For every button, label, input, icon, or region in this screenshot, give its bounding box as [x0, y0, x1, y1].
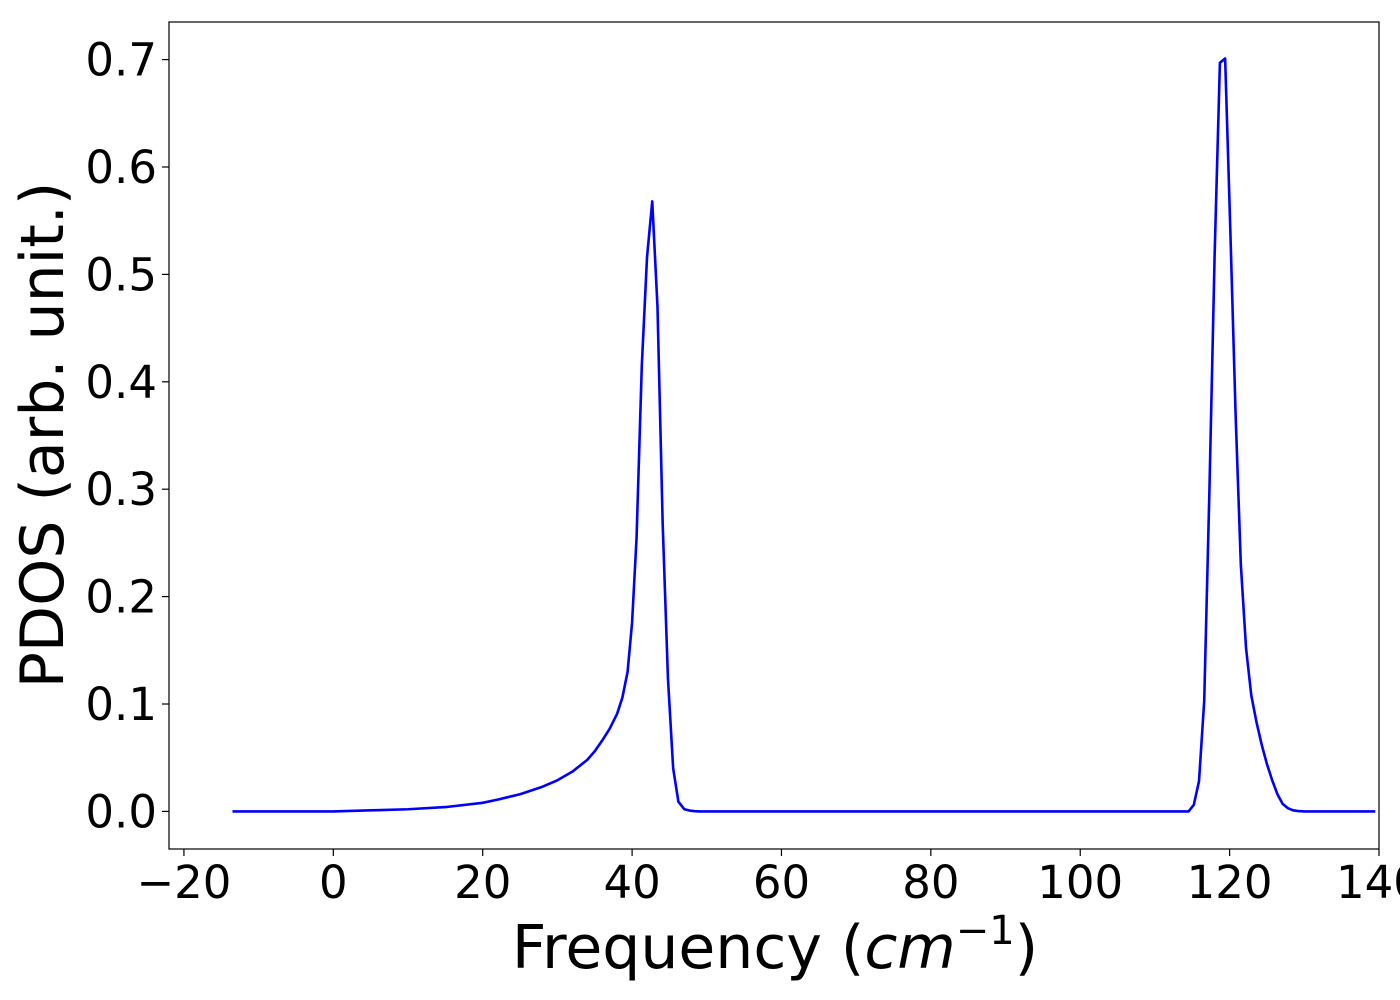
y-axis-label: PDOS (arb. unit.) [8, 182, 78, 689]
y-tick-label: 0.4 [85, 356, 157, 409]
x-axis-ticks: −20 0 20 40 60 80 100 120 140 [136, 849, 1400, 909]
plot-area [168, 21, 1380, 850]
y-tick-label: 0.6 [85, 141, 157, 194]
series-line-0 [232, 57, 1376, 813]
y-tick-label: 0.5 [85, 248, 157, 301]
series-layer [232, 57, 1376, 813]
x-axis-label: Frequency (cm−1) [512, 908, 1038, 983]
x-tick-label: 20 [454, 856, 511, 909]
y-tick-label: 0.3 [85, 463, 157, 516]
plot-frame [168, 21, 1380, 850]
x-tick-label: 60 [753, 856, 810, 909]
x-tick-label: 80 [902, 856, 959, 909]
x-tick-label: 0 [319, 856, 348, 909]
x-tick-label: 140 [1336, 856, 1400, 909]
y-axis-ticks: 0.0 0.1 0.2 0.3 0.4 0.5 0.6 0.7 [85, 34, 169, 838]
x-tick-label: 100 [1037, 856, 1123, 909]
x-tick-label: 40 [603, 856, 660, 909]
y-tick-label: 0.0 [85, 785, 157, 838]
y-tick-label: 0.2 [85, 571, 157, 624]
y-tick-label: 0.1 [85, 678, 157, 731]
x-tick-label: 120 [1187, 856, 1273, 909]
x-tick-label: −20 [136, 856, 231, 909]
y-tick-label: 0.7 [85, 34, 157, 87]
